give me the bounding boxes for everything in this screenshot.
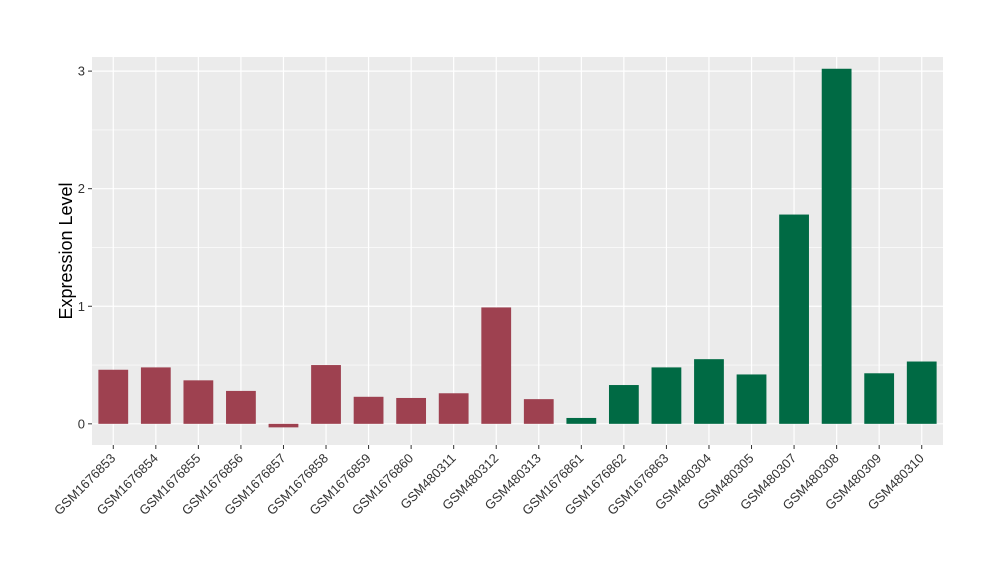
bar-gsm1676857 xyxy=(268,423,299,428)
y-axis: 0 1 2 3 xyxy=(78,64,92,431)
bar-gsm480308 xyxy=(821,68,852,424)
bar-gsm1676861 xyxy=(566,417,597,424)
bar-gsm1676854 xyxy=(140,367,171,424)
y-tick-label: 3 xyxy=(78,64,85,79)
y-tick-label: 0 xyxy=(78,416,85,431)
bar-gsm1676859 xyxy=(353,396,384,424)
bar-gsm480309 xyxy=(864,373,895,424)
bar-gsm480304 xyxy=(694,359,724,424)
bar-gsm480311 xyxy=(438,393,469,424)
bar-gsm480312 xyxy=(481,307,512,424)
bars xyxy=(98,68,937,428)
bar-gsm1676858 xyxy=(311,365,341,424)
plot-panel xyxy=(92,57,943,445)
bar-gsm480305 xyxy=(736,374,767,424)
bar-gsm1676863 xyxy=(651,367,682,424)
y-tick-label: 1 xyxy=(78,299,85,314)
bar-gsm1676860 xyxy=(396,397,427,424)
bar-gsm480307 xyxy=(779,214,809,424)
bar-gsm1676853 xyxy=(98,369,129,424)
y-axis-title: Expression Level xyxy=(56,182,76,319)
bar-gsm1676856 xyxy=(226,390,256,424)
y-tick-label: 2 xyxy=(78,181,85,196)
bar-gsm480313 xyxy=(523,399,554,424)
bar-gsm480310 xyxy=(906,361,937,424)
bar-gsm1676855 xyxy=(183,380,214,424)
bar-gsm1676862 xyxy=(608,385,639,424)
x-axis: GSM1676853GSM1676854GSM1676855GSM1676856… xyxy=(51,445,927,518)
